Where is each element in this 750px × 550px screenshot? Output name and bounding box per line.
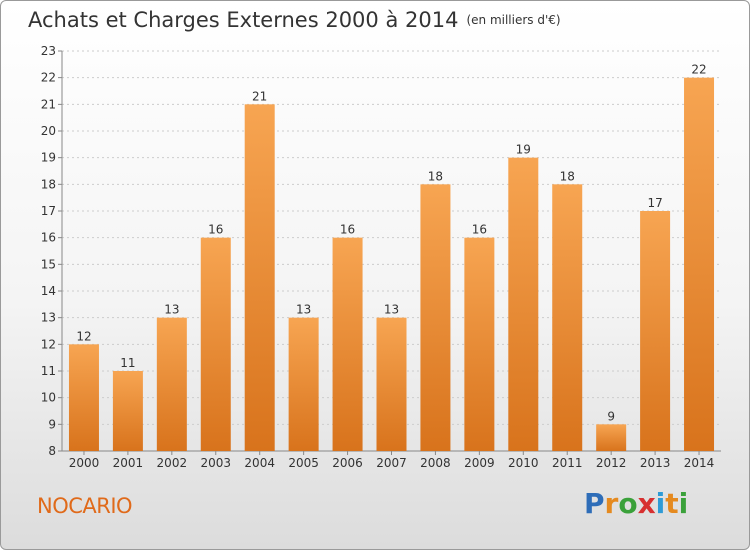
y-tick-label: 20	[41, 124, 56, 138]
x-tick-label: 2013	[640, 456, 671, 470]
y-tick-label: 11	[41, 364, 56, 378]
y-tick-label: 15	[41, 257, 56, 271]
bar	[640, 211, 671, 451]
bar-value-label: 22	[691, 63, 706, 77]
chart-title-text: Achats et Charges Externes 2000 à 2014	[28, 8, 459, 32]
bar-value-label: 11	[120, 356, 135, 370]
y-tick-labels: 8 9 10 11 12 13 14 15 16 17 18 19 20 21 22 23	[41, 44, 56, 458]
x-tick-label: 2004	[244, 456, 275, 470]
y-tick-label: 19	[41, 151, 56, 165]
x-tick-label: 2009	[464, 456, 495, 470]
y-tick-label: 22	[41, 71, 56, 85]
bar	[68, 344, 99, 451]
y-tick-label: 21	[41, 97, 56, 111]
x-tick-label: 2005	[288, 456, 319, 470]
y-tick-label: 18	[41, 177, 56, 191]
logo-letter: P	[584, 487, 605, 520]
bar	[332, 237, 363, 451]
y-tick-label: 13	[41, 311, 56, 325]
x-tick-label: 2010	[508, 456, 539, 470]
logo-letter: r	[604, 487, 619, 520]
bar	[420, 184, 451, 452]
bar	[508, 157, 539, 451]
bar	[288, 317, 319, 451]
x-tick-label: 2001	[113, 456, 144, 470]
x-tick-label: 2007	[376, 456, 407, 470]
bar	[596, 424, 627, 451]
bar	[200, 237, 231, 451]
logo-letter: x	[637, 487, 656, 520]
bar-value-label: 17	[647, 196, 662, 210]
bar	[376, 317, 407, 451]
bar	[244, 104, 275, 451]
logo-letter: i	[678, 487, 689, 520]
y-tick-label: 23	[41, 44, 56, 58]
y-tick-label: 17	[41, 204, 56, 218]
y-tick-label: 10	[41, 391, 56, 405]
value-labels: 12 11 13 16 21 13 16 13 18 16 19 18 9 17 22	[76, 63, 706, 424]
logo-letter: i	[655, 487, 666, 520]
x-tick-labels: 2000 2001 2002 2003 2004 2005 2006 2007 2008 2009…	[69, 456, 715, 470]
y-tick-label: 12	[41, 337, 56, 351]
bar	[464, 237, 495, 451]
bar-value-label: 16	[208, 223, 223, 237]
bar-value-label: 13	[296, 303, 311, 317]
bar-value-label: 12	[76, 329, 91, 343]
logo-letter: t	[665, 487, 679, 520]
x-tick-label: 2000	[69, 456, 100, 470]
bar-value-label: 13	[384, 303, 399, 317]
bar-value-label: 21	[252, 89, 267, 103]
x-tick-label: 2011	[552, 456, 583, 470]
y-tick-label: 8	[48, 444, 56, 458]
bar-value-label: 9	[607, 409, 615, 423]
bar-value-label: 18	[560, 169, 575, 183]
x-tick-label: 2012	[596, 456, 627, 470]
chart-subtitle: (en milliers d'€)	[466, 13, 561, 27]
bar-value-label: 19	[516, 143, 531, 157]
bar	[684, 77, 715, 452]
bars	[68, 77, 715, 452]
bar-value-label: 16	[340, 223, 355, 237]
bar	[112, 371, 143, 451]
bar	[552, 184, 583, 452]
logo-letter: o	[618, 487, 638, 520]
y-tick-label: 16	[41, 231, 56, 245]
bar-value-label: 16	[472, 223, 487, 237]
x-tick-label: 2002	[157, 456, 188, 470]
x-tick-label: 2003	[200, 456, 231, 470]
bar-value-label: 18	[428, 169, 443, 183]
bar	[156, 317, 187, 451]
x-tick-label: 2008	[420, 456, 451, 470]
proxiti-logo: Proxiti	[584, 487, 688, 520]
y-tick-label: 14	[41, 284, 56, 298]
y-tick-label: 9	[48, 417, 56, 431]
commune-name: NOCARIO	[37, 494, 133, 518]
x-tick-label: 2014	[684, 456, 715, 470]
x-tick-label: 2006	[332, 456, 363, 470]
bar-value-label: 13	[164, 303, 179, 317]
chart-title: Achats et Charges Externes 2000 à 2014 (e…	[28, 8, 561, 32]
